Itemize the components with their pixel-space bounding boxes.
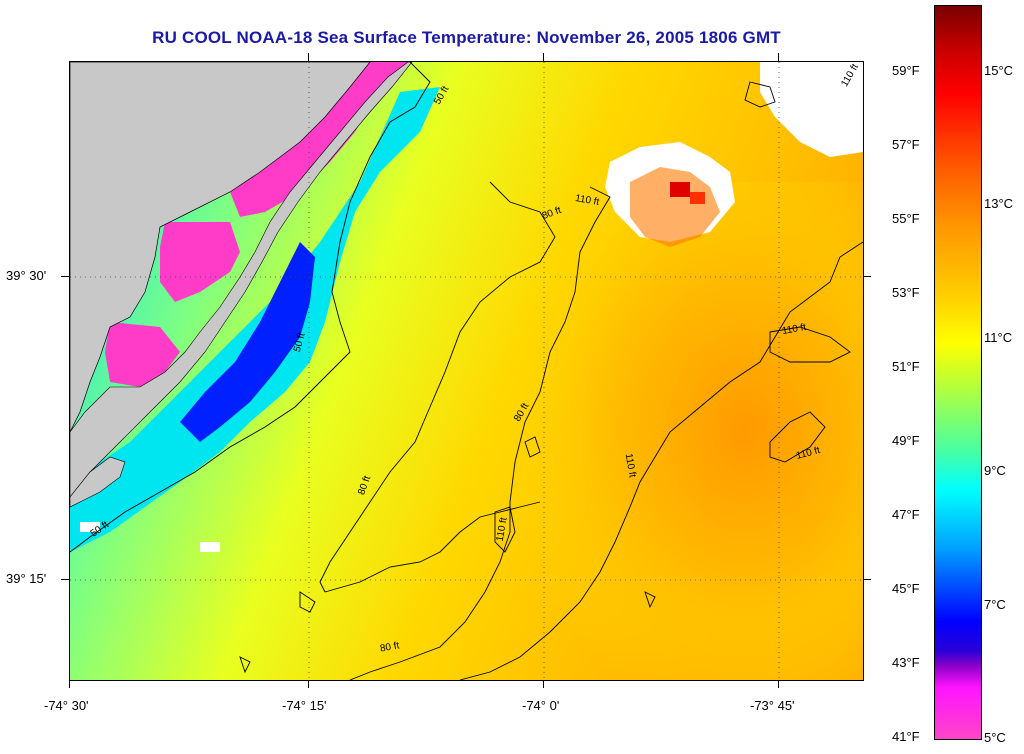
celsius-label: 11°C <box>984 330 1013 345</box>
longitude-label: -74° 15' <box>282 698 327 713</box>
barrier-islands <box>70 62 413 498</box>
contour-110ft-east <box>459 241 863 680</box>
contour-110ft <box>349 186 611 680</box>
fahrenheit-label: 53°F <box>892 285 920 300</box>
fahrenheit-label: 49°F <box>892 433 920 448</box>
bay-magenta <box>230 62 410 217</box>
contour-small-loop <box>494 506 516 553</box>
fahrenheit-label: 43°F <box>892 655 920 670</box>
warm-water <box>470 182 863 680</box>
bay-magenta-south2 <box>105 322 180 387</box>
cloud-patch-ne <box>760 62 863 157</box>
fahrenheit-label: 47°F <box>892 507 920 522</box>
warm-eddy <box>630 167 720 247</box>
celsius-label: 7°C <box>984 597 1006 612</box>
hot-pixel <box>690 192 705 204</box>
land-new-jersey <box>70 62 371 433</box>
celsius-label: 5°C <box>984 730 1006 745</box>
depth-contours <box>70 62 863 680</box>
hot-pixel <box>670 182 690 197</box>
sst-map[interactable]: 50 ft 80 ft 110 ft 110 ft 110 ft 110 ft … <box>69 61 864 681</box>
graticule <box>70 62 863 680</box>
latitude-label: 39° 30' <box>6 268 47 283</box>
contour-80ft <box>319 181 556 593</box>
celsius-label: 13°C <box>984 196 1014 211</box>
bay-magenta-south <box>160 222 240 302</box>
cape-may-tip <box>70 456 126 508</box>
temperature-colorbar <box>934 5 982 740</box>
celsius-label: 9°C <box>984 463 1006 478</box>
fahrenheit-label: 45°F <box>892 581 920 596</box>
contour-110ft-loop <box>769 326 851 363</box>
contour-110ft-loop2 <box>769 411 826 463</box>
contour-50ft <box>70 62 431 553</box>
longitude-label: -74° 0' <box>522 698 560 713</box>
nearshore-cool-band <box>70 87 440 552</box>
longitude-label: -74° 30' <box>44 698 89 713</box>
nearshore-blue-band <box>180 242 315 442</box>
contour-small-loop3 <box>299 591 316 613</box>
contour-small-loop2 <box>524 436 541 458</box>
contour-small-loop4 <box>644 591 656 609</box>
fahrenheit-label: 51°F <box>892 359 920 374</box>
map-title: RU COOL NOAA-18 Sea Surface Temperature:… <box>152 28 781 47</box>
contour-small-loop5 <box>239 656 251 674</box>
fahrenheit-label: 41°F <box>892 729 920 744</box>
fahrenheit-label: 55°F <box>892 211 920 226</box>
latitude-label: 39° 15' <box>6 571 47 586</box>
contour-ne-loop <box>744 81 776 108</box>
cloud-speck <box>80 522 100 532</box>
longitude-label: -73° 45' <box>750 698 795 713</box>
celsius-label: 15°C <box>984 63 1014 78</box>
cloud-speck <box>200 542 220 552</box>
fahrenheit-label: 59°F <box>892 63 920 78</box>
fahrenheit-label: 57°F <box>892 137 920 152</box>
